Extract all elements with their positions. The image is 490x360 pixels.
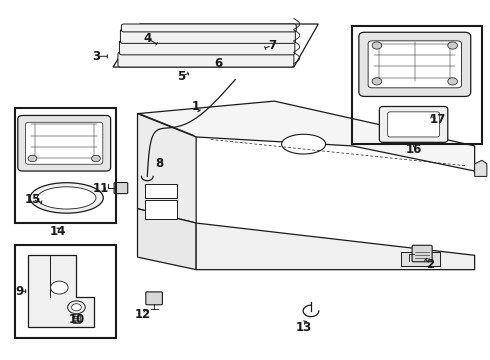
Bar [15,108,116,223]
Bar [145,200,176,220]
FancyBboxPatch shape [121,29,295,43]
FancyBboxPatch shape [146,292,162,305]
Polygon shape [113,24,319,67]
Text: 6: 6 [214,57,222,70]
Circle shape [372,78,382,85]
Text: 17: 17 [430,113,446,126]
Text: 16: 16 [405,143,422,156]
Text: 2: 2 [427,258,435,271]
Polygon shape [138,101,475,171]
Text: 7: 7 [268,39,276,52]
Polygon shape [475,160,487,176]
Text: 1: 1 [192,100,200,113]
Text: 9: 9 [15,285,24,298]
FancyBboxPatch shape [412,245,432,262]
Text: 14: 14 [50,225,67,238]
Polygon shape [196,223,475,270]
Text: 8: 8 [155,157,164,170]
FancyBboxPatch shape [120,41,295,55]
Bar [352,26,482,144]
Bar [73,315,80,323]
Polygon shape [138,209,196,270]
Circle shape [92,155,100,162]
Text: 12: 12 [134,308,150,321]
FancyBboxPatch shape [359,32,471,96]
FancyBboxPatch shape [368,41,462,88]
FancyBboxPatch shape [118,52,294,67]
Text: 11: 11 [93,183,109,195]
Text: 13: 13 [295,320,312,333]
Polygon shape [27,255,94,327]
FancyBboxPatch shape [122,24,296,32]
Circle shape [28,155,37,162]
Circle shape [72,304,81,311]
Ellipse shape [37,187,96,209]
Polygon shape [401,252,441,266]
Ellipse shape [282,134,326,154]
Text: 15: 15 [24,193,41,206]
Circle shape [372,42,382,49]
Text: 5: 5 [177,69,186,82]
Circle shape [448,78,458,85]
Circle shape [68,301,85,314]
FancyBboxPatch shape [379,107,448,142]
Ellipse shape [30,183,103,213]
FancyBboxPatch shape [114,183,128,194]
FancyBboxPatch shape [18,116,111,171]
Text: 3: 3 [92,50,100,63]
Circle shape [50,281,68,294]
FancyBboxPatch shape [25,122,103,164]
Text: 4: 4 [143,32,151,45]
Bar [15,244,116,338]
Bar [145,184,176,198]
Text: 10: 10 [68,313,85,327]
Polygon shape [138,114,196,223]
Circle shape [448,42,458,49]
FancyBboxPatch shape [388,112,440,137]
